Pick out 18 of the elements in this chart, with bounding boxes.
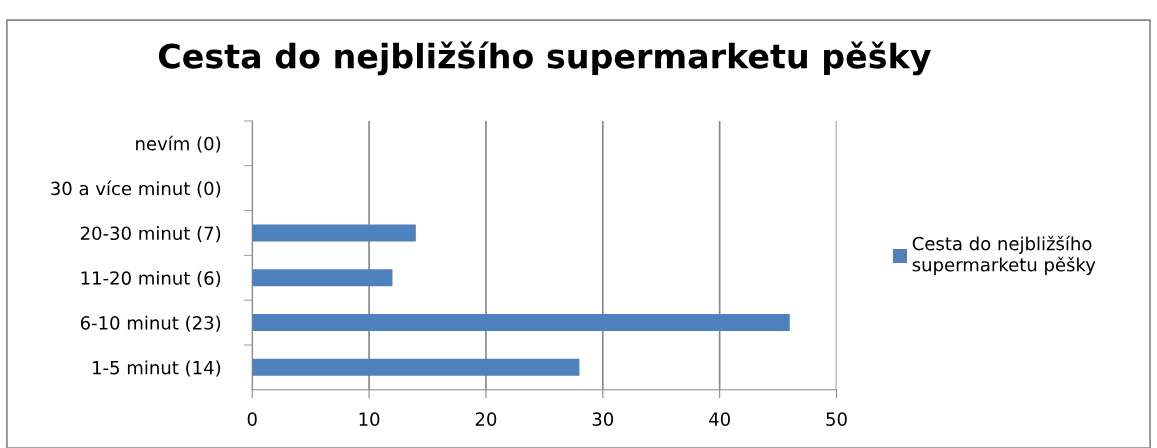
chart-title: Cesta do nejbližšího supermarketu pěšky (158, 41, 931, 76)
y-tick-label: 1-5 minut (14) (93, 360, 221, 377)
y-tick-label: 30 a více minut (0) (51, 180, 221, 198)
legend-label: Cesta do nejbližšího supermarketu pěšky (912, 235, 1096, 275)
y-tick-label: 11-20 minut (6) (81, 270, 221, 287)
x-tick-label: 40 (709, 412, 730, 426)
bar (252, 314, 790, 332)
x-tick-label: 20 (475, 412, 497, 426)
y-tick-label: 20-30 minut (7) (80, 226, 221, 243)
bar (252, 358, 580, 376)
x-tick-label: 30 (592, 412, 614, 426)
x-tick-label: 0 (247, 412, 257, 426)
y-tick-label: nevím (0) (136, 135, 221, 153)
bar (252, 224, 416, 242)
x-tick-label: 10 (359, 412, 380, 426)
bar (252, 269, 393, 287)
y-tick-label: 6-10 minut (23) (80, 315, 221, 332)
x-tick-label: 50 (826, 412, 847, 426)
